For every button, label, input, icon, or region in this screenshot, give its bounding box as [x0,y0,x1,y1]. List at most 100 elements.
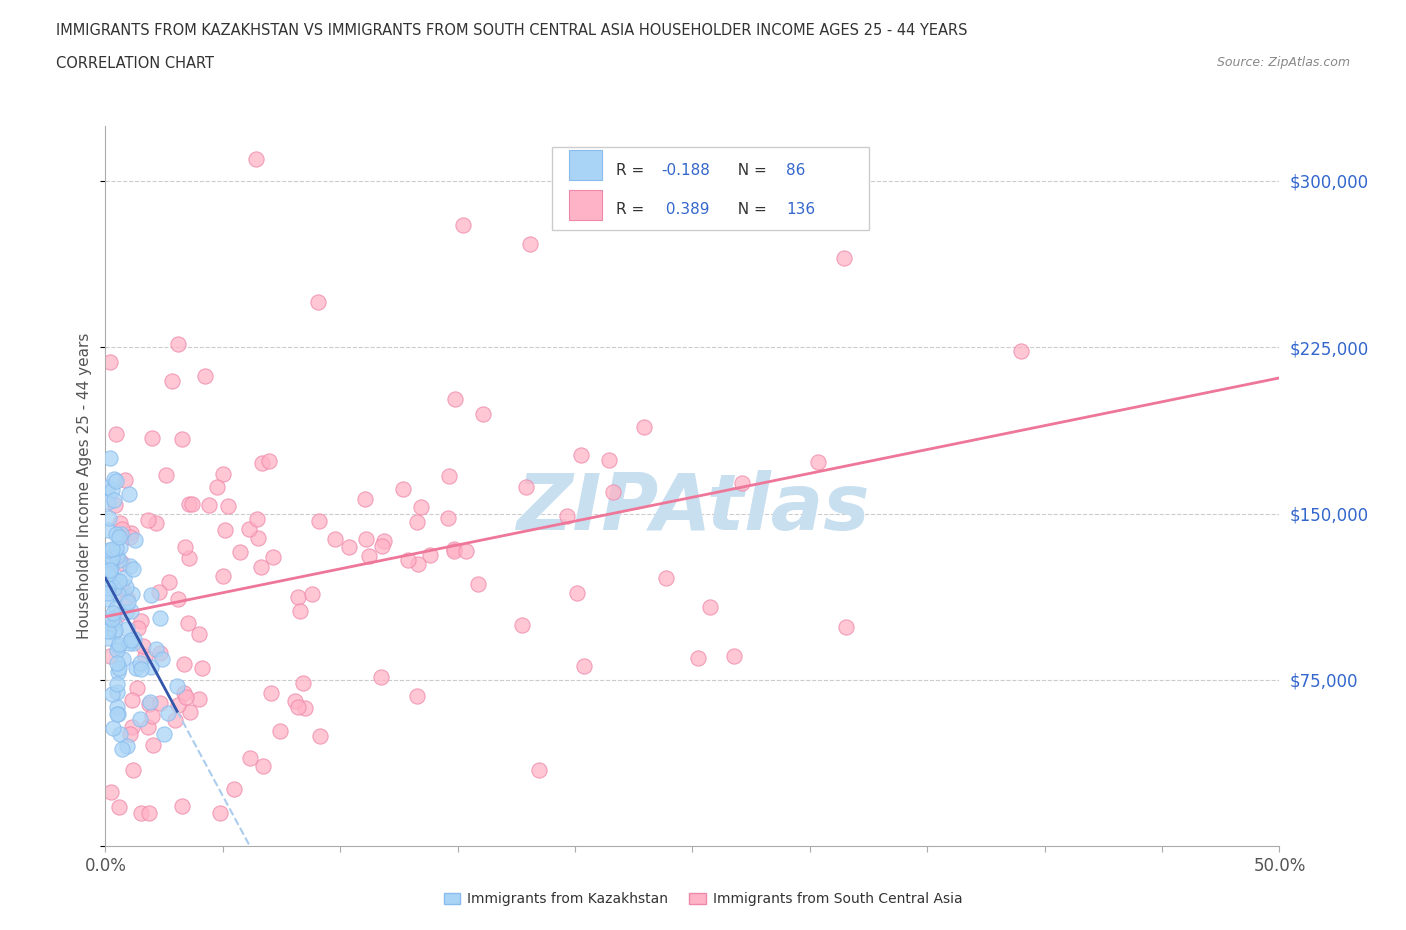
Point [98,543,121,558]
Point [249,560,271,575]
Point [153,726,176,741]
Point [136,720,159,735]
Point [172,432,194,446]
Point [117,594,139,609]
Point [307,295,329,310]
Point [229,545,252,560]
Point [122,763,145,777]
Point [97,580,120,595]
Point [98,620,121,635]
Point [287,699,309,714]
Point [167,336,190,351]
Point [177,616,200,631]
Text: IMMIGRANTS FROM KAZAKHSTAN VS IMMIGRANTS FROM SOUTH CENTRAL ASIA HOUSEHOLDER INC: IMMIGRANTS FROM KAZAKHSTAN VS IMMIGRANTS… [56,23,967,38]
Point [292,675,315,690]
Point [107,552,129,567]
Point [139,659,162,674]
Point [98,451,121,466]
Text: 86: 86 [786,163,806,178]
Point [155,467,177,482]
Point [284,694,307,709]
Point [565,586,588,601]
Point [832,250,855,265]
Point [359,549,381,564]
Point [214,523,236,538]
Point [288,604,311,618]
Point [97,523,120,538]
Point [111,555,134,570]
Point [97,631,120,645]
Point [107,677,129,692]
Point [371,538,394,553]
Point [257,453,280,468]
Point [98,554,121,569]
Point [1010,343,1032,358]
Point [103,616,125,631]
Point [103,493,125,508]
Point [165,712,187,727]
Point [104,473,127,488]
Point [103,720,125,735]
Point [198,498,221,512]
Point [187,691,209,706]
Point [104,601,127,616]
Point [194,368,217,383]
Point [104,623,127,638]
Text: -0.188: -0.188 [661,163,710,178]
Point [111,580,134,595]
Point [122,562,145,577]
Point [131,639,153,654]
Point [115,622,138,637]
Point [108,515,131,530]
Point [172,799,194,814]
Point [437,511,460,525]
Point [602,485,624,500]
Point [104,498,127,512]
Point [128,655,150,670]
Point [111,522,134,537]
Point [101,606,124,621]
Point [97,511,120,525]
Point [149,696,172,711]
Point [97,495,120,510]
Point [250,456,273,471]
Bar [551,147,869,230]
Point [149,610,172,625]
Point [287,590,309,604]
Point [260,685,283,700]
Point [115,579,138,594]
Point [166,679,188,694]
Point [121,587,143,602]
Point [730,475,752,490]
Point [104,526,127,541]
Point [97,591,120,606]
Text: R =: R = [616,202,650,217]
Point [519,236,541,251]
Point [174,539,197,554]
Point [129,661,152,676]
Point [101,542,124,557]
Point [181,497,204,512]
Point [301,587,323,602]
Point [309,728,332,743]
Point [655,570,678,585]
Point [157,575,180,590]
Bar [569,190,602,220]
Point [101,483,124,498]
Point [323,531,346,546]
Point [247,530,270,545]
Point [406,689,429,704]
Point [138,805,160,820]
Point [467,577,489,591]
Point [141,737,163,752]
Point [105,573,128,588]
Point [396,553,419,568]
Point [104,426,127,441]
Point [124,532,146,547]
Point [108,530,131,545]
Point [699,600,721,615]
Point [107,607,129,622]
Point [212,466,235,481]
Point [120,529,142,544]
Point [173,685,195,700]
